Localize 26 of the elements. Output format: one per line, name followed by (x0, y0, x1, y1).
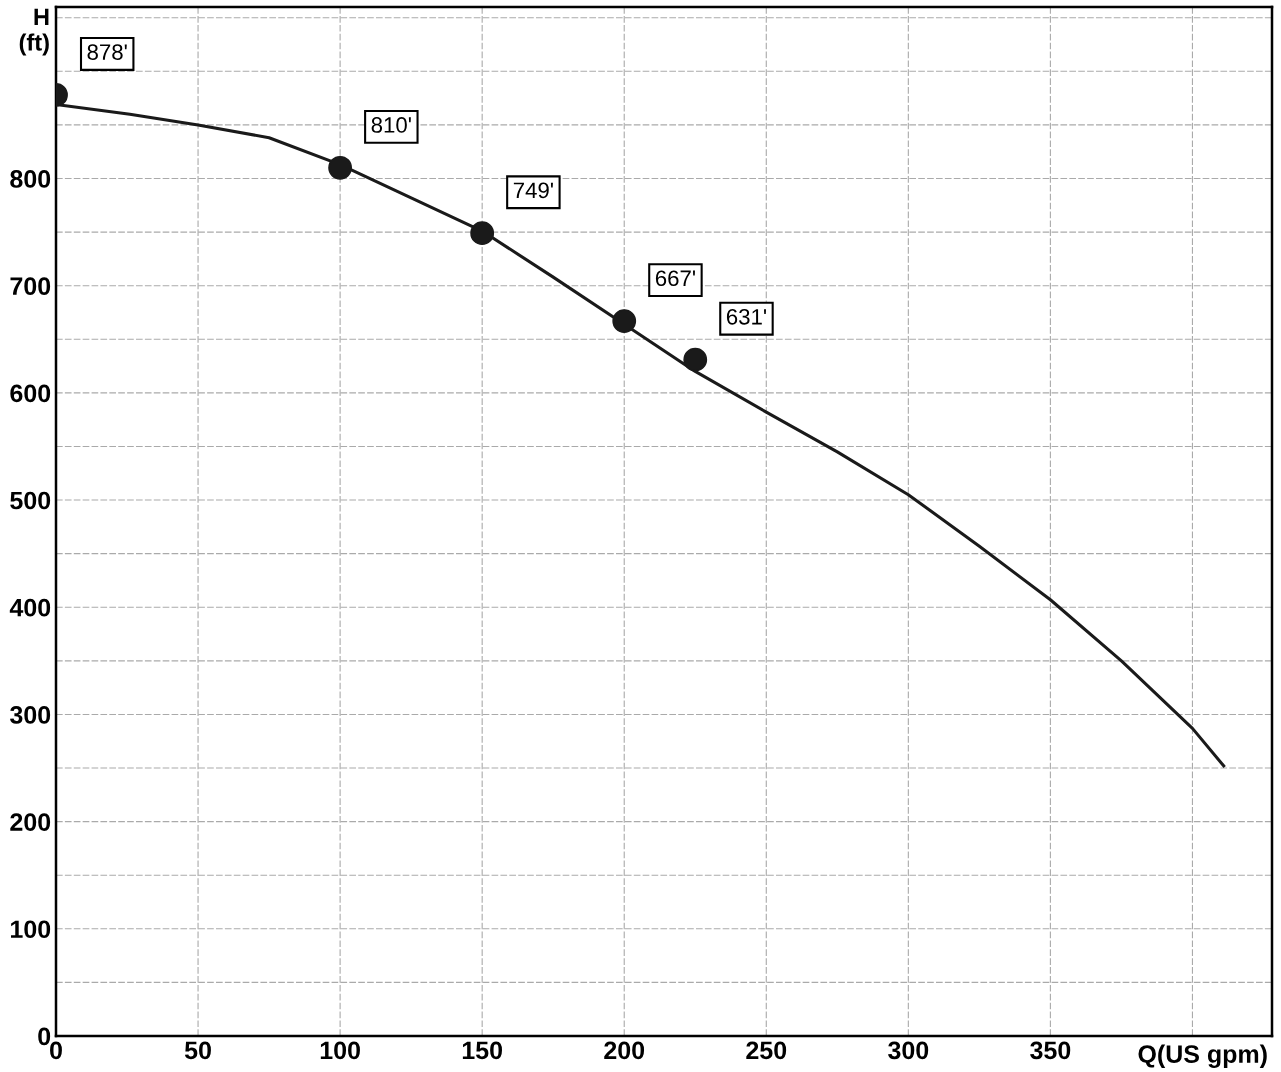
x-tick-label: 50 (184, 1041, 211, 1060)
y-tick-label: 200 (10, 813, 51, 831)
x-tick-label: 300 (888, 1041, 929, 1060)
y-tick-label: 300 (10, 706, 51, 724)
x-tick-label: 200 (604, 1041, 645, 1060)
y-tick-label: 600 (10, 384, 51, 403)
y-axis-title: H (ft) (19, 8, 49, 56)
x-tick-label: 100 (320, 1041, 360, 1060)
point (612, 309, 637, 333)
point (683, 347, 708, 372)
y-tick-label: 800 (10, 170, 51, 188)
data-label: 810' (371, 117, 411, 133)
data-label: 878' (87, 44, 127, 60)
x-tick-label: 250 (746, 1041, 787, 1060)
y-tick-label: 400 (9, 598, 51, 617)
x-axis-title: Q(US gpm) (1138, 1044, 1267, 1068)
y-tick-label: 100 (11, 920, 51, 939)
data-label: 631' (726, 308, 767, 325)
x-tick-label: 150 (462, 1041, 502, 1060)
data-label: 667' (655, 270, 695, 287)
y-tick-label: 500 (10, 491, 51, 510)
y-tick-label: 0 (38, 1027, 51, 1046)
data-label: 749' (513, 182, 553, 199)
point (470, 221, 495, 246)
y-tick-label: 700 (10, 277, 51, 295)
x-tick-label: 350 (1030, 1041, 1071, 1060)
